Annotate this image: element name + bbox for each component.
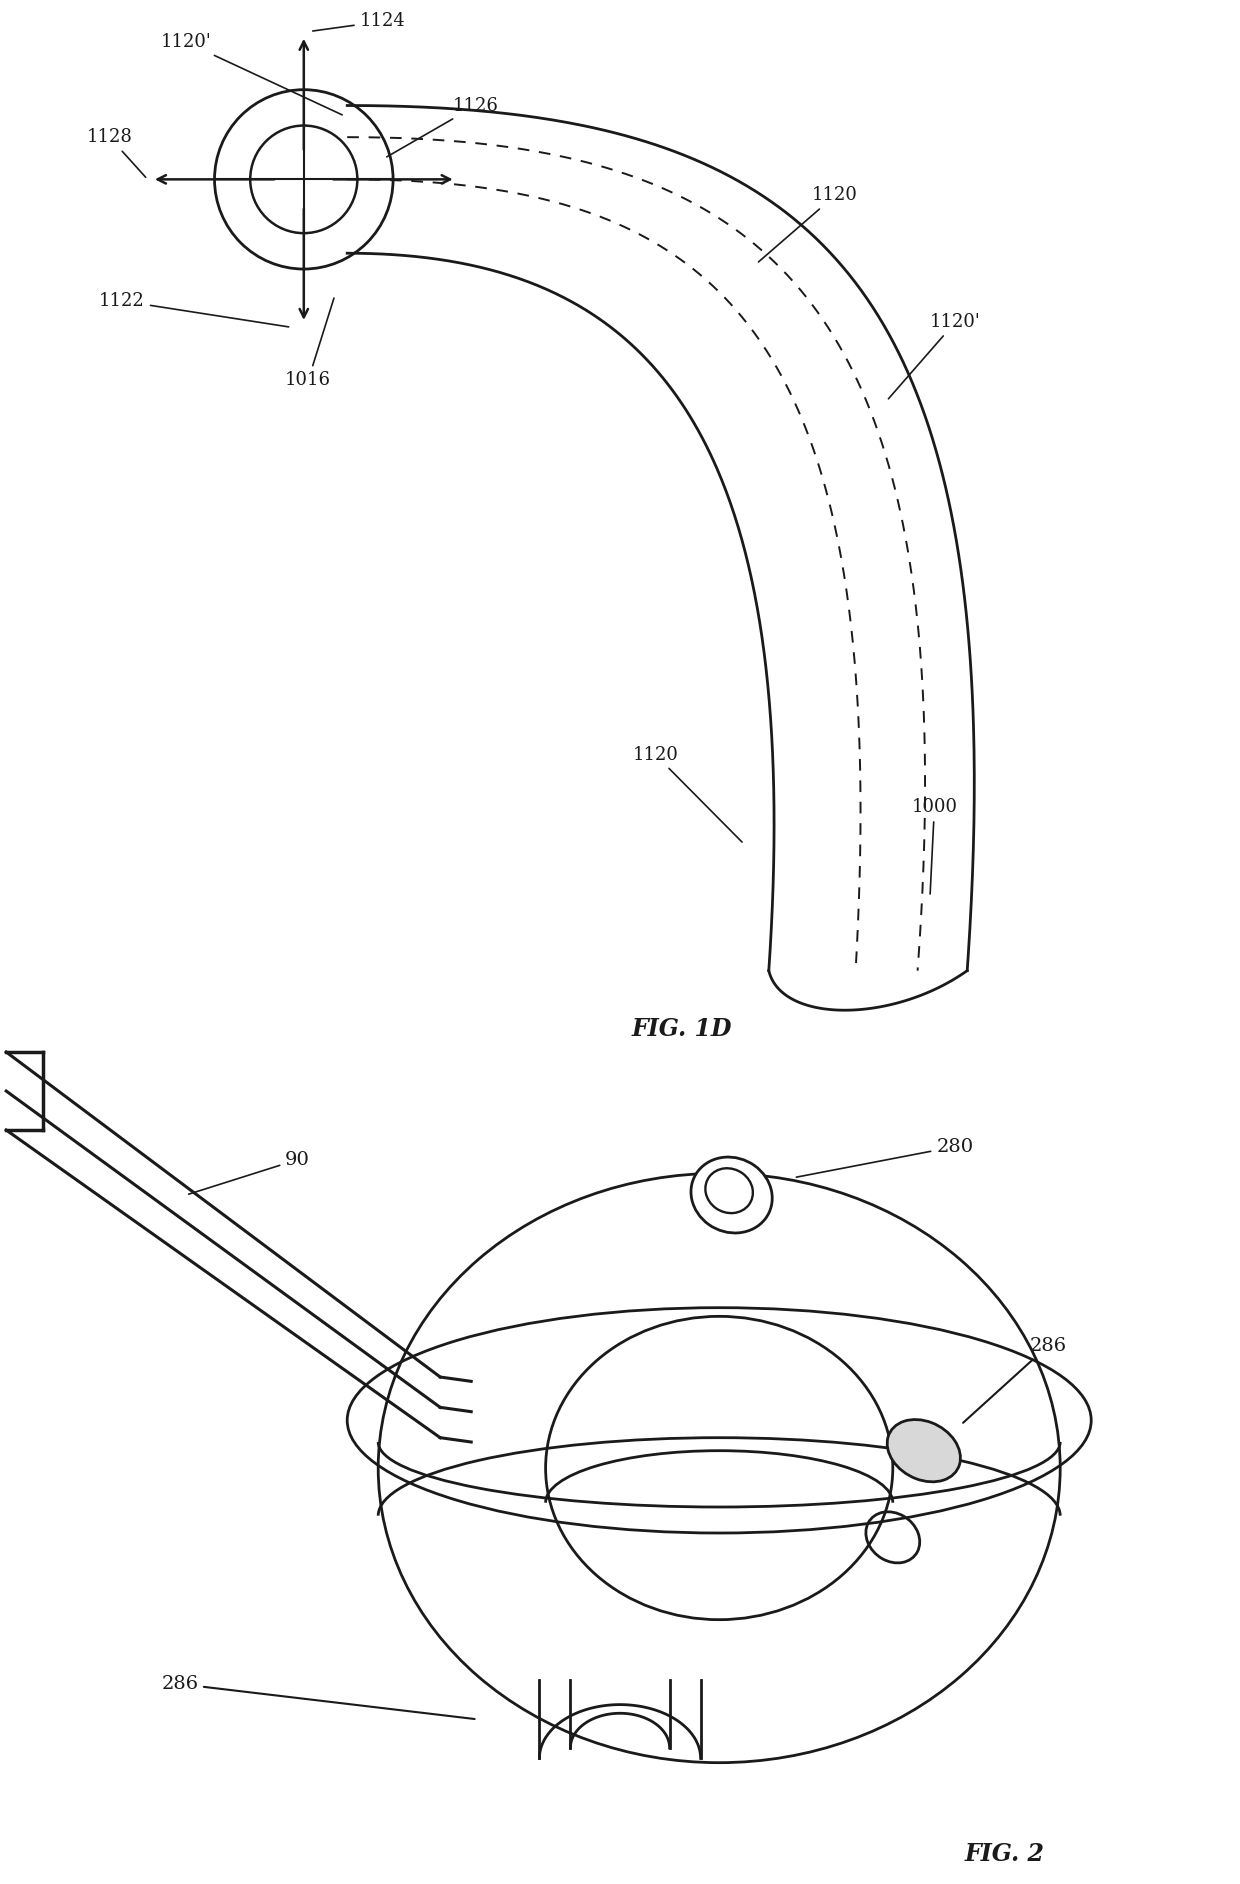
Text: FIG. 1D: FIG. 1D xyxy=(631,1017,733,1040)
Text: FIG. 2: FIG. 2 xyxy=(965,1843,1044,1865)
Text: 1016: 1016 xyxy=(285,298,334,390)
Text: 1120': 1120' xyxy=(161,34,342,115)
Text: 286: 286 xyxy=(161,1675,475,1718)
Text: 1122: 1122 xyxy=(99,292,289,328)
Text: 90: 90 xyxy=(188,1151,310,1194)
Text: 1120: 1120 xyxy=(759,187,858,262)
Text: 1000: 1000 xyxy=(911,799,957,895)
Ellipse shape xyxy=(691,1157,773,1232)
Ellipse shape xyxy=(887,1419,961,1483)
Text: 1126: 1126 xyxy=(387,96,498,156)
Text: 286: 286 xyxy=(963,1338,1066,1422)
Text: 1124: 1124 xyxy=(312,13,405,30)
Text: 1128: 1128 xyxy=(87,128,146,177)
Text: 1120': 1120' xyxy=(888,313,981,399)
Text: 1120: 1120 xyxy=(632,746,742,842)
Text: 280: 280 xyxy=(796,1138,973,1178)
